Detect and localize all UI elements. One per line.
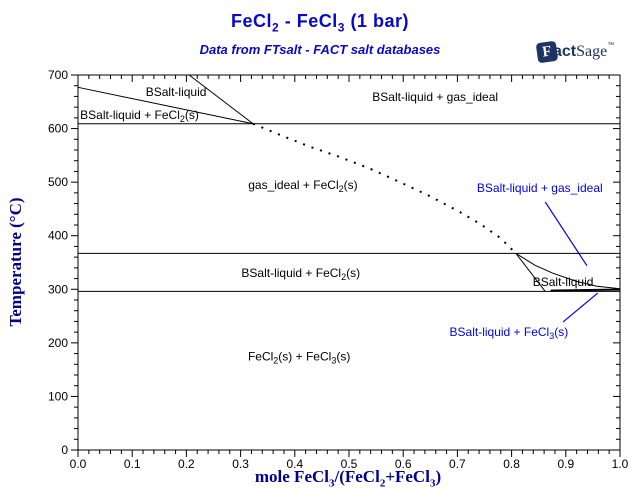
leader-to-fecl3s-sliver (562, 292, 599, 323)
x-axis-title-text: /(FeCl (334, 467, 380, 486)
y-tick-label: 100 (48, 389, 68, 403)
logo-act: act (553, 43, 577, 60)
x-axis-title-text: +FeCl (385, 467, 430, 486)
x-axis-title: mole FeCl3/(FeCl2+FeCl3) (58, 467, 638, 489)
region-label-bsalt-liquid-top: BSalt-liquid (146, 85, 207, 99)
leader-to-gas-ideal-region (544, 201, 588, 267)
title-text: - FeCl (279, 11, 338, 31)
x-tick-label: 0.8 (503, 457, 520, 471)
region-label-bsalt-liquid-gas-ideal-annotation: BSalt-liquid + gas_ideal (477, 181, 603, 195)
x-tick-label: 0.7 (449, 457, 466, 471)
y-axis-title: Temperature (°C) (6, 197, 25, 327)
x-tick-label: 0.4 (286, 457, 303, 471)
region-label-bsalt-liquid-gas-ideal-top: BSalt-liquid + gas_ideal (372, 90, 498, 104)
x-axis-title-subscript: 2 (379, 477, 386, 490)
y-tick-label: 400 (48, 229, 68, 243)
x-axis-title-subscript: 3 (328, 477, 335, 490)
boundary-liquid-dome-left (515, 253, 546, 292)
title-text: FeCl (231, 11, 273, 31)
boundary-fecl3-liquidus (550, 288, 621, 292)
boundary-liquid-dome-upper (515, 252, 621, 290)
y-tick-label: 700 (48, 68, 68, 82)
region-label-bsalt-liquid-right: BSalt-liquid (533, 275, 594, 289)
x-tick-label: 1.0 (612, 457, 629, 471)
boundary-fecl2-liquidus (77, 86, 254, 125)
x-tick-label: 0.9 (557, 457, 574, 471)
title-subscript: 2 (272, 20, 280, 35)
title-text: (1 bar) (344, 11, 409, 31)
x-tick-label: 0.6 (395, 457, 412, 471)
region-label-bsalt-liquid-fecl2s-mid: BSalt-liquid + FeCl2(s) (241, 266, 360, 282)
chart-title: FeCl2 - FeCl3 (1 bar) (0, 11, 640, 35)
y-tick-label: 200 (48, 336, 68, 350)
title-subscript: 3 (337, 20, 345, 35)
region-label-fecl2s-fecl3s: FeCl2(s) + FeCl3(s) (248, 349, 350, 365)
y-tick-label: 0 (61, 443, 68, 457)
x-tick-label: 0.5 (341, 457, 358, 471)
x-tick-label: 0.1 (124, 457, 141, 471)
plot-border (77, 74, 621, 451)
x-axis-title-text: mole FeCl (254, 467, 329, 486)
boundary-gas-appearance-line (188, 74, 254, 125)
y-tick-label: 300 (48, 282, 68, 296)
x-tick-label: 0.2 (178, 457, 195, 471)
x-axis-title-subscript: 3 (429, 477, 436, 490)
region-label-bsalt-liquid-fecl3s-annotation: BSalt-liquid + FeCl3(s) (450, 325, 569, 341)
region-label-gas-ideal-fecl2s: gas_ideal + FeCl2(s) (248, 178, 357, 194)
logo-sage: Sage (576, 43, 608, 60)
logo-trademark: ™ (607, 42, 615, 49)
x-tick-label: 0.0 (70, 457, 87, 471)
region-label-bsalt-liquid-fecl2s-upper: BSalt-liquid + FeCl2(s) (80, 108, 199, 124)
x-axis-title-text: ) (435, 467, 442, 486)
x-tick-label: 0.3 (232, 457, 249, 471)
chart-subtitle: Data from FTsalt - FACT salt databases (199, 42, 441, 57)
y-tick-label: 500 (48, 175, 68, 189)
y-tick-label: 600 (48, 122, 68, 136)
